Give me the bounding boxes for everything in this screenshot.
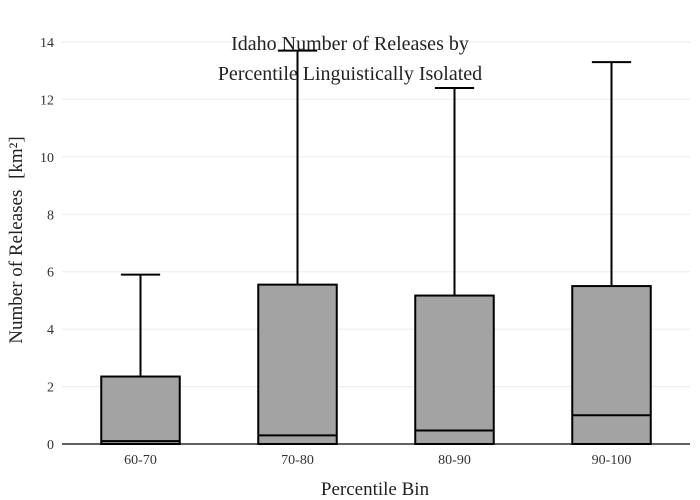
y-axis-label: Number of Releases [km²] <box>6 136 27 343</box>
chart-title-line-2: Percentile Linguistically Isolated <box>218 63 482 85</box>
x-tick-label: 70-80 <box>281 453 314 468</box>
y-tick-label: 4 <box>47 323 54 338</box>
y-tick-labels: 0 2 4 6 8 10 12 14 <box>40 36 54 453</box>
y-axis-label-text: Number of Releases <box>6 190 27 344</box>
box-60-70 <box>100 273 181 445</box>
x-tick-label: 80-90 <box>438 453 471 468</box>
iqr-box <box>100 375 181 445</box>
iqr-box <box>257 283 338 445</box>
y-tick-label: 14 <box>40 36 54 51</box>
box-70-80 <box>257 49 338 445</box>
y-tick-label: 12 <box>40 93 54 108</box>
y-gridlines <box>62 41 690 388</box>
y-tick-label: 10 <box>40 151 54 166</box>
y-tick-label: 2 <box>47 381 54 396</box>
y-axis-label-unit: [km²] <box>6 136 27 179</box>
x-axis-label: Percentile Bin <box>321 479 430 500</box>
iqr-box <box>571 285 652 446</box>
chart-title-line-1: Idaho Number of Releases by <box>231 33 469 55</box>
y-tick-label: 6 <box>47 266 54 281</box>
x-tick-label: 60-70 <box>124 453 157 468</box>
x-tick-label: 90-100 <box>592 453 632 468</box>
y-tick-label: 8 <box>47 208 54 223</box>
iqr-box <box>414 294 495 445</box>
x-tick-labels: 60-70 70-80 80-90 90-100 <box>124 453 631 468</box>
box-90-100 <box>571 61 652 446</box>
box-80-90 <box>414 86 495 445</box>
y-tick-label: 0 <box>47 438 54 453</box>
box-series <box>100 49 652 446</box>
